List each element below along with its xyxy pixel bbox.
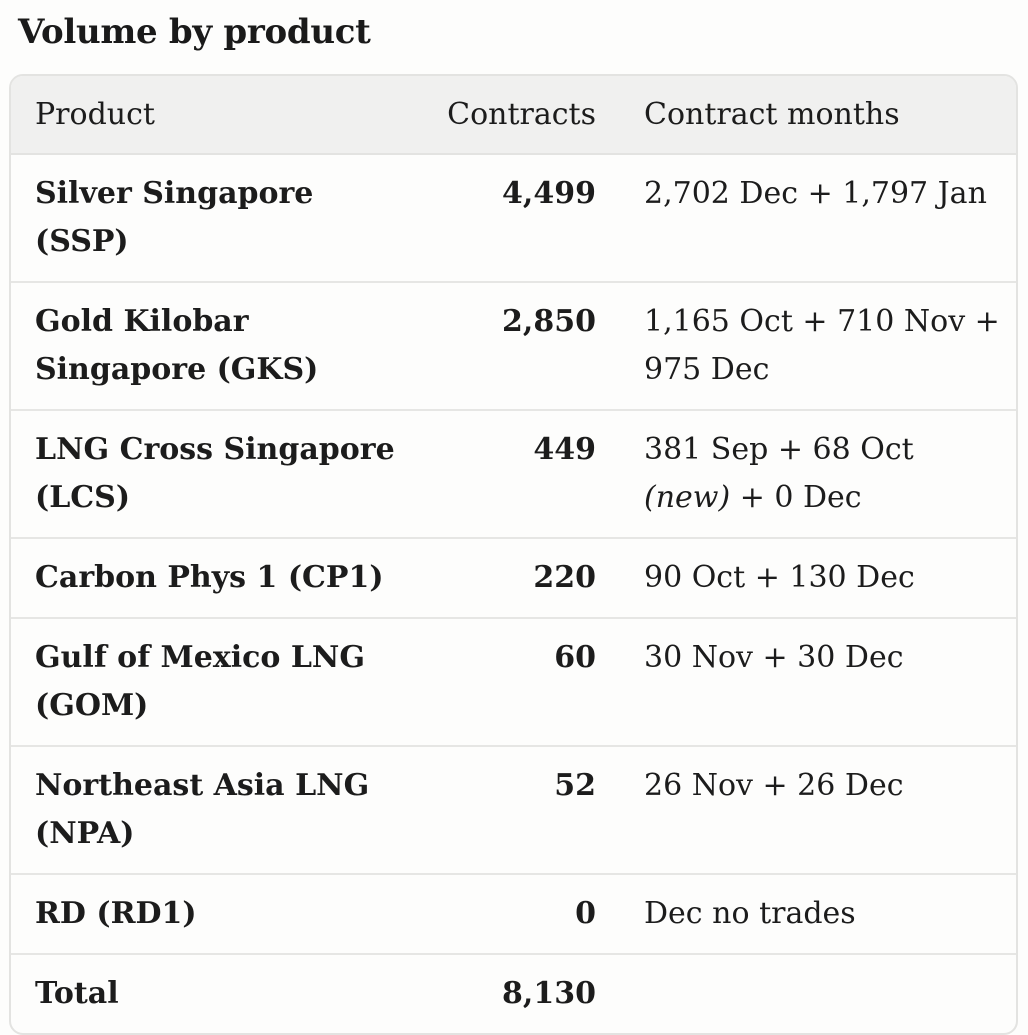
volume-table: Product Contracts Contract months Silver… [11,76,1016,1033]
contracts-cell: 60 [403,617,620,746]
table-row: Gulf of Mexico LNG (GOM) 60 30 Nov + 30 … [11,617,1016,746]
contracts-cell: 220 [403,537,620,618]
table-row: Carbon Phys 1 (CP1) 220 90 Oct + 130 Dec [11,537,1016,618]
contract-months-cell: 30 Nov + 30 Dec [620,617,1016,746]
product-cell: RD (RD1) [11,873,403,954]
table-row: Silver Singapore (SSP) 4,499 2,702 Dec +… [11,154,1016,282]
volume-table-container: Product Contracts Contract months Silver… [9,74,1018,1035]
total-contracts: 8,130 [403,953,620,1033]
total-row: Total 8,130 [11,953,1016,1033]
contract-months-cell: 90 Oct + 130 Dec [620,537,1016,618]
months-text-tail: + 0 Dec [730,480,862,515]
contracts-cell: 2,850 [403,281,620,410]
product-cell: LNG Cross Singapore (LCS) [11,409,403,538]
total-label: Total [11,953,403,1033]
contracts-cell: 0 [403,873,620,954]
months-text: 30 Nov + 30 Dec [644,640,904,675]
months-text: Dec no trades [644,896,856,931]
months-text: 1,165 Oct + 710 Nov + 975 Dec [644,304,1000,387]
contract-months-cell: 1,165 Oct + 710 Nov + 975 Dec [620,281,1016,410]
table-header: Product Contracts Contract months [11,76,1016,155]
product-cell: Northeast Asia LNG (NPA) [11,745,403,874]
table-body: Silver Singapore (SSP) 4,499 2,702 Dec +… [11,154,1016,1033]
header-contracts: Contracts [403,76,620,155]
product-cell: Gulf of Mexico LNG (GOM) [11,617,403,746]
page-title: Volume by product [18,12,371,52]
product-cell: Carbon Phys 1 (CP1) [11,537,403,618]
product-cell: Gold Kilobar Singapore (GKS) [11,281,403,410]
contract-months-cell: 381 Sep + 68 Oct (new) + 0 Dec [620,409,1016,538]
months-text: 2,702 Dec + 1,797 Jan [644,176,987,211]
months-text: 26 Nov + 26 Dec [644,768,904,803]
header-contract-months: Contract months [620,76,1016,155]
months-text: 381 Sep + 68 Oct [644,432,914,467]
new-tag: (new) [644,480,731,515]
header-row: Product Contracts Contract months [11,76,1016,155]
months-text: 90 Oct + 130 Dec [644,560,915,595]
product-cell: Silver Singapore (SSP) [35,176,314,259]
contract-months-cell: 2,702 Dec + 1,797 Jan [620,154,1016,282]
table-row: LNG Cross Singapore (LCS) 449 381 Sep + … [11,409,1016,538]
contracts-cell: 52 [403,745,620,874]
contract-months-cell: 26 Nov + 26 Dec [620,745,1016,874]
table-row: Northeast Asia LNG (NPA) 52 26 Nov + 26 … [11,745,1016,874]
table-row: RD (RD1) 0 Dec no trades [11,873,1016,954]
total-months-cell [620,953,1016,1033]
contracts-cell: 449 [403,409,620,538]
contract-months-cell: Dec no trades [620,873,1016,954]
header-product: Product [11,76,403,155]
contracts-cell: 4,499 [502,176,596,211]
table-row: Gold Kilobar Singapore (GKS) 2,850 1,165… [11,281,1016,410]
